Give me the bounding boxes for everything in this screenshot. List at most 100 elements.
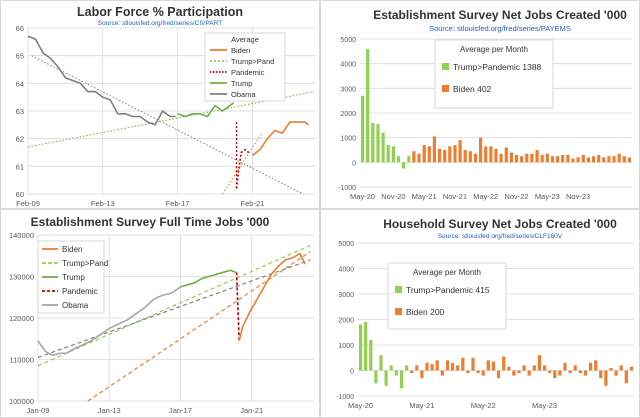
bar xyxy=(381,132,385,163)
legend-entry: Biden 200 xyxy=(406,307,445,317)
legend-entry: Trump>Pandemic 415 xyxy=(406,285,490,295)
legend-entry: Pandemic xyxy=(62,287,98,296)
bar xyxy=(617,153,621,163)
bar xyxy=(376,124,380,163)
legend-entry: Biden 402 xyxy=(453,84,492,94)
bar xyxy=(566,154,570,163)
x-tick-label: Nov-23 xyxy=(566,192,590,201)
bar xyxy=(578,370,582,374)
x-tick-label: Jan-09 xyxy=(27,406,50,415)
trump-pand-average-line xyxy=(37,244,311,367)
bar xyxy=(612,156,616,163)
x-tick-label: Jan-13 xyxy=(98,406,121,415)
bar xyxy=(476,370,480,374)
bar xyxy=(422,145,426,163)
bar xyxy=(379,355,383,371)
bar xyxy=(445,360,450,371)
x-tick-label: Feb-21 xyxy=(241,199,265,208)
x-tick-label: May-22 xyxy=(473,192,498,201)
obama-average-line xyxy=(37,259,311,358)
bar xyxy=(614,370,618,376)
y-tick-label: 130000 xyxy=(9,273,34,282)
y-tick-label: 60 xyxy=(16,190,24,199)
y-tick-label: 3000 xyxy=(340,86,356,93)
bar xyxy=(366,48,370,163)
y-tick-label: 3000 xyxy=(338,292,354,299)
establishment-net-jobs-chart: -1000 0 1000 2000 3000 4000 5000 Establishment … xyxy=(320,0,640,209)
bar xyxy=(417,153,421,163)
series-line-biden xyxy=(251,121,309,156)
legend-entry: Obama xyxy=(62,301,89,310)
bar xyxy=(543,365,547,371)
y-tick-label: 4000 xyxy=(338,267,354,274)
bar xyxy=(497,370,501,379)
chart-subtitle: Source: stlouisfed.org/fred/series/CLF16… xyxy=(438,233,563,240)
chart-title: Establishment Survey Net Jobs Created '0… xyxy=(373,8,627,22)
y-tick-label: 4000 xyxy=(340,62,356,69)
legend-title: Average per Month xyxy=(460,45,528,54)
bar xyxy=(407,156,411,163)
bar xyxy=(473,153,478,163)
labor-force-chart: 60 61 62 63 64 65 66 Feb-09 Feb-13 Feb-17 Feb-21 La… xyxy=(0,0,320,209)
x-tick-label: Nov-21 xyxy=(443,192,467,201)
x-tick-label: Feb-13 xyxy=(91,199,115,208)
bar xyxy=(527,370,531,376)
bar xyxy=(550,156,555,163)
bar xyxy=(514,154,519,163)
x-tick-label: May-21 xyxy=(412,192,437,201)
y-tick-label: 5000 xyxy=(338,241,354,248)
x-tick-label: May-20 xyxy=(348,401,373,410)
bar xyxy=(427,146,431,163)
bar xyxy=(451,362,455,371)
legend-swatch xyxy=(395,286,402,293)
bar xyxy=(456,365,460,371)
bar xyxy=(586,157,590,163)
legend-entry: Trump>Pandemic 1388 xyxy=(453,62,542,72)
bar xyxy=(440,370,444,376)
legend-box xyxy=(204,32,286,102)
bar xyxy=(502,356,506,371)
bar xyxy=(535,150,539,163)
bar xyxy=(405,365,409,371)
bar xyxy=(481,370,485,376)
bar xyxy=(386,145,390,163)
y-tick-label: 62 xyxy=(16,135,24,144)
legend-box xyxy=(387,262,507,330)
x-tick-label: Nov-20 xyxy=(381,192,405,201)
bar xyxy=(463,150,467,163)
bar xyxy=(499,153,503,163)
bar xyxy=(364,322,368,371)
bar xyxy=(384,370,388,386)
bar xyxy=(468,151,472,163)
bar xyxy=(624,370,628,384)
bar xyxy=(517,370,521,374)
bar xyxy=(622,156,626,163)
legend-entry: Trump xyxy=(231,79,252,88)
series-line-pandemic xyxy=(235,148,250,189)
bar xyxy=(609,367,613,371)
bar xyxy=(512,370,516,376)
x-tick-label: Jan-21 xyxy=(240,406,263,415)
y-tick-label: 140000 xyxy=(9,231,34,240)
legend-entry: Pandemic xyxy=(231,68,265,77)
bar xyxy=(391,146,395,163)
series-line-trump xyxy=(177,102,235,118)
bar xyxy=(461,357,465,371)
y-tick-label: 1000 xyxy=(338,343,354,350)
bar xyxy=(540,154,544,163)
bar xyxy=(589,362,593,371)
x-tick-label: May-22 xyxy=(471,401,496,410)
bar xyxy=(443,150,447,163)
bar xyxy=(568,370,572,374)
bar xyxy=(509,152,513,163)
bar xyxy=(420,370,424,379)
bar xyxy=(453,145,457,163)
legend-title: Average xyxy=(231,35,259,44)
y-tick-label: 66 xyxy=(16,24,24,33)
bar xyxy=(504,147,508,163)
series-line-trump xyxy=(180,269,236,288)
bar xyxy=(507,366,511,371)
bar xyxy=(530,153,534,163)
series-line-obama xyxy=(27,35,176,126)
bar xyxy=(545,153,549,163)
